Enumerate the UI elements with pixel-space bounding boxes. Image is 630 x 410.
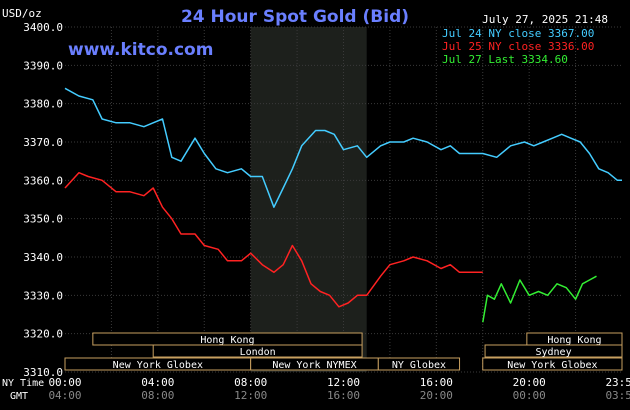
x-tick-gmt: 00:00 — [513, 389, 546, 402]
session-label: Hong Kong — [200, 335, 254, 346]
y-tick-label: 3390.0 — [23, 59, 63, 72]
x-tick-ny: 12:00 — [327, 376, 360, 389]
y-tick-label: 3350.0 — [23, 213, 63, 226]
x-tick-gmt: 12:00 — [234, 389, 267, 402]
x-tick-ny: 08:00 — [234, 376, 267, 389]
y-tick-label: 3370.0 — [23, 136, 63, 149]
legend-entry-jul25: Jul 25 NY close 3336.00 — [442, 40, 594, 53]
y-tick-label: 3320.0 — [23, 328, 63, 341]
session-label: New York Globex — [113, 360, 203, 371]
session-label: New York Globex — [507, 360, 597, 371]
session-box — [377, 357, 461, 371]
x-tick-gmt: 03:59 — [605, 389, 630, 402]
y-tick-label: 3380.0 — [23, 98, 63, 111]
y-axis: 3400.0 3390.0 3380.0 3370.0 3360.0 3350.0 3340… — [23, 21, 63, 379]
x-tick-ny: 04:00 — [141, 376, 174, 389]
session-label: Sydney — [535, 347, 571, 358]
y-tick-label: 3360.0 — [23, 174, 63, 187]
y-tick-label: 3400.0 — [23, 21, 63, 34]
x-tick-gmt: 20:00 — [420, 389, 453, 402]
chart-title: 24 Hour Spot Gold (Bid) — [181, 7, 409, 27]
ny-time-label: NY Time — [2, 378, 44, 389]
x-tick-ny: 16:00 — [420, 376, 453, 389]
legend-entry-jul27: Jul 27 Last 3334.60 — [442, 53, 568, 66]
x-tick-gmt: 08:00 — [141, 389, 174, 402]
series-line-0 — [64, 87, 622, 208]
session-label: New York NYMEX — [272, 360, 356, 371]
x-tick-ny: 00:00 — [48, 376, 81, 389]
session-box — [152, 344, 363, 358]
session-label: Hong Kong — [547, 335, 601, 346]
session-box — [482, 357, 623, 371]
timestamp: July 27, 2025 21:48 — [482, 13, 608, 26]
x-axis: 00:0004:0004:0008:0008:0012:0012:0016:00… — [48, 376, 630, 402]
watermark: www.kitco.com — [68, 40, 213, 60]
unit-label: USD/oz — [2, 7, 42, 20]
x-tick-gmt: 04:00 — [48, 389, 81, 402]
gmt-label: GMT — [10, 391, 28, 402]
x-tick-ny: 20:00 — [513, 376, 546, 389]
session-label: London — [240, 347, 276, 358]
legend: Jul 24 NY close 3367.00 Jul 25 NY close … — [442, 27, 594, 66]
session-box — [484, 344, 623, 358]
y-tick-label: 3310.0 — [23, 366, 63, 379]
y-tick-label: 3330.0 — [23, 289, 63, 302]
legend-entry-jul24: Jul 24 NY close 3367.00 — [442, 27, 594, 40]
series-group — [64, 87, 622, 323]
session-label: NY Globex — [392, 360, 446, 371]
x-tick-gmt: 16:00 — [327, 389, 360, 402]
y-tick-label: 3340.0 — [23, 251, 63, 264]
grid — [65, 26, 622, 373]
series-line-2 — [482, 275, 597, 323]
x-tick-ny: 23:59 — [605, 376, 630, 389]
series-line-1 — [64, 171, 483, 308]
nymex-shade — [250, 27, 367, 372]
